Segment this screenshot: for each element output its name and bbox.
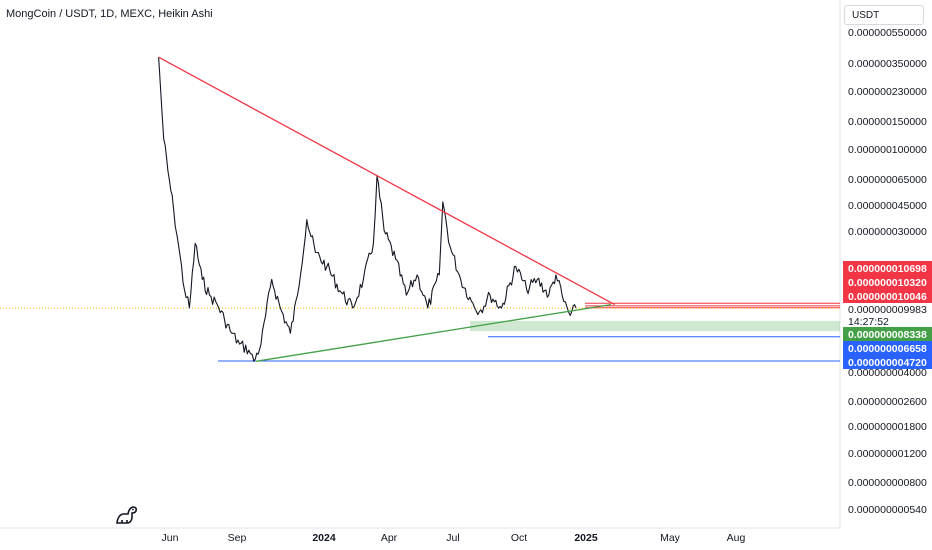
time-tick-label: Apr	[381, 532, 398, 544]
price-tick-label: 0.000000001800	[848, 421, 927, 433]
time-tick-label: Jul	[446, 532, 459, 544]
price-badge-label: 0.000000006658	[848, 343, 927, 355]
price-badge	[843, 355, 932, 369]
price-badge-label: 0.000000010046	[848, 291, 927, 303]
price-line	[158, 57, 577, 362]
price-axis: 0.000000550000 0.000000350000 0.0000002300…	[848, 27, 927, 516]
price-tick-label: 0.000000230000	[848, 86, 927, 98]
last-price-label: 0.000000009983	[848, 304, 927, 316]
price-badge	[843, 289, 932, 303]
time-axis: Jun Sep 2024 Apr Jul Oct 2025 May Aug	[162, 532, 746, 544]
resistance-trendline	[158, 56, 615, 306]
time-tick-label: 2024	[312, 532, 336, 544]
price-tick-label: 0.000000002600	[848, 396, 927, 408]
support-zone	[470, 320, 840, 332]
tradingview-logo-icon	[116, 506, 137, 524]
price-badge-label: 0.000000010320	[848, 277, 927, 289]
price-badge	[843, 275, 932, 289]
horizontal-levels	[0, 302, 840, 362]
price-tick-label: 0.000000004000	[848, 367, 927, 379]
price-tick-label: 0.000000000540	[848, 504, 927, 516]
time-tick-label: May	[660, 532, 681, 544]
price-tick-label: 0.000000350000	[848, 58, 927, 70]
price-badge-label: 0.000000010698	[848, 263, 927, 275]
bar-countdown: 14:27:52	[848, 316, 889, 328]
support-zone-rect	[470, 320, 840, 332]
price-badge	[843, 327, 932, 341]
price-tick-label: 0.000000550000	[848, 27, 927, 39]
price-tick-label: 0.000000001200	[848, 448, 927, 460]
price-badge-label: 0.000000008338	[848, 329, 927, 341]
price-tick-label: 0.000000030000	[848, 226, 927, 238]
chart-title: MongCoin / USDT, 1D, MEXC, Heikin Ashi	[6, 8, 213, 20]
price-tick-label: 0.000000100000	[848, 144, 927, 156]
trendlines	[158, 56, 615, 362]
price-badges: 0.000000010698 0.000000010320 0.0000000100…	[843, 261, 932, 369]
price-tick-label: 0.000000000800	[848, 477, 927, 489]
price-badge	[843, 341, 932, 355]
currency-selector[interactable]: USDT	[844, 5, 924, 25]
price-tick-label: 0.000000065000	[848, 174, 927, 186]
support-trendline	[255, 303, 612, 362]
time-tick-label: Oct	[511, 532, 527, 544]
time-tick-label: 2025	[574, 532, 598, 544]
plot-area	[0, 0, 841, 529]
price-tick-label: 0.000000045000	[848, 200, 927, 212]
price-badge-label: 0.000000004720	[848, 357, 927, 369]
price-series	[158, 57, 577, 362]
time-tick-label: Sep	[228, 532, 247, 544]
price-tick-label: 0.000000150000	[848, 116, 927, 128]
price-badge	[843, 261, 932, 275]
time-tick-label: Jun	[162, 532, 179, 544]
time-tick-label: Aug	[727, 532, 746, 544]
